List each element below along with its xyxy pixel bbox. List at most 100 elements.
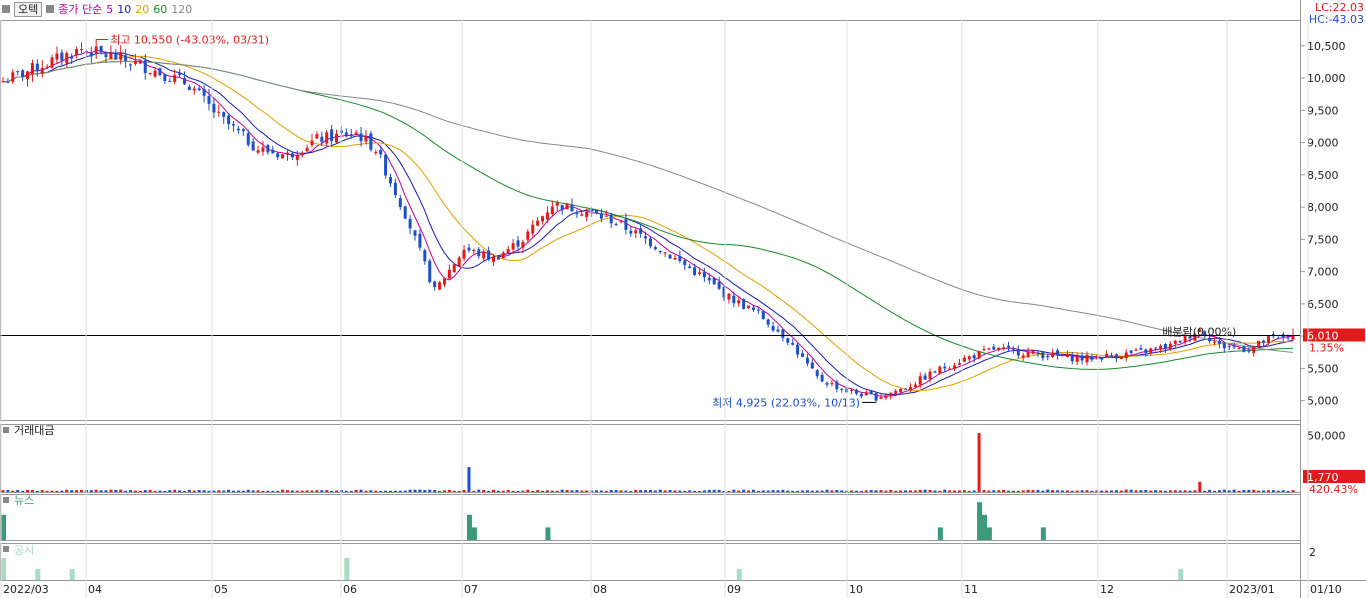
volume-bar bbox=[570, 490, 574, 492]
volume-bar bbox=[953, 490, 957, 492]
candle-body bbox=[908, 386, 912, 391]
volume-current-label: 1,770 bbox=[1307, 471, 1339, 484]
volume-bar bbox=[65, 489, 69, 492]
candle-body bbox=[11, 72, 15, 82]
volume-bar bbox=[560, 489, 564, 492]
volume-bar bbox=[1046, 489, 1050, 492]
candle-body bbox=[256, 150, 260, 153]
candle-body bbox=[1011, 348, 1015, 350]
volume-bar bbox=[1051, 490, 1055, 492]
candle-body bbox=[1065, 353, 1069, 358]
volume-bar bbox=[207, 490, 211, 492]
volume-bar bbox=[1276, 490, 1280, 492]
volume-bar bbox=[658, 489, 662, 492]
news-bar bbox=[937, 527, 943, 540]
candle-body bbox=[854, 389, 858, 394]
candle-body bbox=[987, 348, 991, 350]
candle-body bbox=[1237, 347, 1241, 349]
candle-body bbox=[60, 52, 64, 61]
candle-body bbox=[727, 293, 731, 300]
volume-bar bbox=[75, 490, 79, 492]
volume-bar bbox=[609, 490, 613, 492]
volume-bar bbox=[864, 490, 868, 492]
volume-bar bbox=[1100, 490, 1104, 492]
volume-bar bbox=[300, 490, 304, 492]
candle-body bbox=[26, 71, 30, 80]
candle-body bbox=[408, 219, 412, 229]
volume-bar bbox=[1114, 490, 1118, 492]
volume-bar bbox=[349, 490, 353, 492]
candle-body bbox=[536, 220, 540, 226]
x-tick-label: 2023/01 bbox=[1229, 583, 1275, 596]
volume-bar bbox=[261, 490, 265, 492]
candle-body bbox=[1026, 351, 1030, 357]
candle-body bbox=[374, 151, 378, 153]
volume-bar bbox=[1011, 490, 1015, 492]
stock-tab[interactable]: 오텍 bbox=[14, 1, 43, 17]
volume-bar bbox=[590, 490, 594, 492]
candle-body bbox=[1149, 348, 1153, 353]
volume-bar bbox=[148, 489, 152, 492]
candle-body bbox=[972, 355, 976, 359]
candle-body bbox=[899, 389, 903, 393]
volume-bar bbox=[987, 490, 991, 492]
volume-bar bbox=[487, 490, 491, 492]
candle-body bbox=[438, 282, 442, 290]
candle-body bbox=[124, 55, 128, 61]
panel-handle-icon[interactable] bbox=[2, 5, 10, 13]
volume-bar bbox=[94, 489, 98, 492]
news-bar bbox=[1, 514, 6, 540]
volume-bar bbox=[236, 490, 240, 492]
candle-body bbox=[281, 154, 285, 159]
candle-body bbox=[104, 54, 108, 57]
volume-bar bbox=[79, 489, 83, 492]
volume-bar bbox=[1036, 489, 1040, 492]
volume-bar bbox=[1262, 490, 1266, 492]
candle-body bbox=[305, 147, 309, 152]
x-tick-label: 07 bbox=[464, 583, 478, 596]
volume-bar bbox=[884, 490, 888, 492]
candle-body bbox=[928, 371, 932, 379]
hc-label: HC:-43.03 bbox=[1308, 13, 1364, 26]
candle-body bbox=[403, 206, 407, 219]
candle-body bbox=[94, 46, 98, 53]
volume-bar bbox=[908, 490, 912, 492]
volume-bar bbox=[648, 490, 652, 492]
volume-change-label: 420.43% bbox=[1309, 483, 1358, 496]
volume-bar bbox=[771, 490, 775, 492]
volume-bar bbox=[1149, 490, 1153, 492]
candle-body bbox=[521, 241, 525, 248]
volume-bar bbox=[624, 490, 628, 492]
volume-bar bbox=[418, 489, 422, 492]
candle-body bbox=[349, 134, 353, 136]
candle-body bbox=[496, 257, 500, 260]
ma-line-20 bbox=[2, 55, 1294, 392]
volume-bar bbox=[1281, 490, 1285, 492]
volume-bar bbox=[1119, 490, 1123, 492]
candle-body bbox=[1007, 345, 1011, 348]
candle-body bbox=[997, 347, 1001, 351]
volume-bar bbox=[438, 490, 442, 492]
volume-bar bbox=[776, 490, 780, 492]
volume-bar bbox=[197, 489, 201, 492]
candle-body bbox=[634, 230, 638, 234]
candle-body bbox=[506, 249, 510, 254]
candle-body bbox=[565, 203, 569, 210]
candle-body bbox=[423, 250, 427, 262]
volume-bar bbox=[413, 489, 417, 492]
volume-bar bbox=[673, 490, 677, 492]
candle-body bbox=[624, 219, 628, 230]
volume-bar bbox=[550, 490, 554, 492]
indicator-handle-icon[interactable] bbox=[46, 5, 55, 13]
volume-bar bbox=[899, 490, 903, 492]
volume-bar bbox=[491, 489, 495, 492]
volume-bar bbox=[1060, 490, 1064, 492]
volume-bar bbox=[1159, 490, 1163, 492]
candle-body bbox=[707, 277, 711, 281]
news-bar bbox=[977, 502, 983, 540]
candle-body bbox=[1095, 356, 1099, 358]
volume-bar bbox=[938, 490, 942, 492]
candle-body bbox=[835, 381, 839, 390]
